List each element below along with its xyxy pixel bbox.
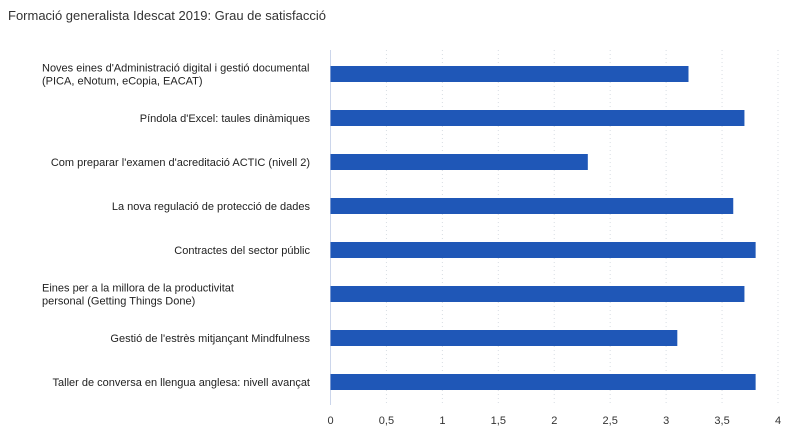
category-label: La nova regulació de protecció de dades bbox=[112, 201, 311, 213]
x-tick-label: 4 bbox=[775, 415, 781, 427]
bar bbox=[330, 330, 678, 346]
bar bbox=[330, 66, 689, 82]
x-tick-label: 3 bbox=[663, 415, 669, 427]
x-tick-label: 2,5 bbox=[603, 415, 618, 427]
x-tick-label: 0,5 bbox=[379, 415, 394, 427]
category-label: Píndola d'Excel: taules dinàmiques bbox=[140, 113, 311, 125]
category-label: Taller de conversa en llengua anglesa: n… bbox=[53, 377, 310, 389]
x-tick-label: 2 bbox=[551, 415, 557, 427]
category-label: Contractes del sector públic bbox=[174, 245, 310, 257]
x-tick-label: 0 bbox=[327, 415, 333, 427]
category-label: Gestió de l'estrès mitjançant Mindfulnes… bbox=[110, 333, 310, 345]
bar bbox=[330, 110, 745, 126]
category-label: personal (Getting Things Done) bbox=[42, 296, 195, 308]
bar bbox=[330, 374, 756, 390]
x-tick-label: 1 bbox=[439, 415, 445, 427]
bar bbox=[330, 154, 588, 170]
category-label: (PICA, eNotum, eCopia, EACAT) bbox=[42, 76, 203, 88]
category-label: Noves eines d'Administració digital i ge… bbox=[42, 63, 309, 75]
bar bbox=[330, 242, 756, 258]
x-tick-label: 3,5 bbox=[714, 415, 729, 427]
chart-title: Formació generalista Idescat 2019: Grau … bbox=[8, 8, 326, 23]
bar bbox=[330, 286, 745, 302]
category-label: Com preparar l'examen d'acreditació ACTI… bbox=[51, 157, 310, 169]
bar bbox=[330, 198, 734, 214]
x-tick-label: 1,5 bbox=[491, 415, 506, 427]
category-label: Eines per a la millora de la productivit… bbox=[42, 283, 234, 295]
